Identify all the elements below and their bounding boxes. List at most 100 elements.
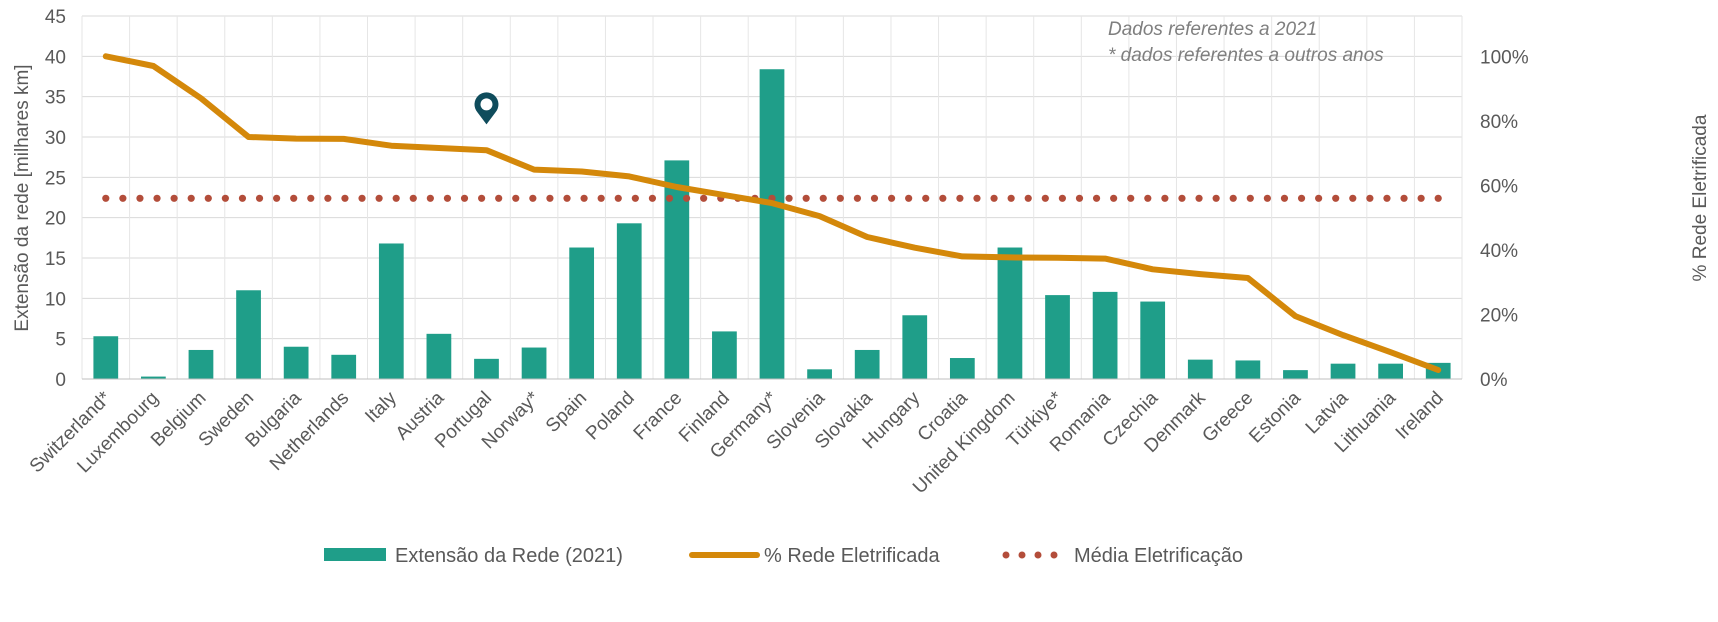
y-tick-label: 40 (45, 47, 66, 68)
bar (569, 247, 595, 379)
annotation-other-years: * dados referentes a outros anos (1108, 45, 1384, 66)
x-tick-label: Greece (1198, 388, 1257, 447)
bar (1235, 360, 1261, 379)
average-dot (1075, 194, 1084, 202)
bar (949, 358, 975, 379)
average-dot (853, 194, 862, 202)
average-dot (204, 194, 212, 202)
bar (1140, 301, 1166, 379)
average-dot (905, 194, 913, 202)
average-dot (546, 194, 554, 202)
y-tick-label: 5 (55, 330, 66, 351)
bar (664, 160, 690, 379)
average-dot (1332, 194, 1340, 202)
bar (1283, 370, 1308, 379)
average-dot (939, 194, 947, 202)
bar (1045, 295, 1070, 379)
average-dot (1280, 194, 1289, 202)
legend-label-dotted: Média Eletrificação (1074, 545, 1243, 567)
average-dot (341, 194, 349, 202)
average-dot (870, 194, 879, 202)
average-dot (1349, 194, 1357, 202)
bar (1092, 291, 1118, 379)
x-tick-label: Ireland (1392, 388, 1448, 444)
average-dot (597, 194, 605, 202)
y-tick-label: 10 (45, 289, 66, 310)
y-tick-label: 25 (45, 168, 66, 189)
bar (93, 336, 119, 379)
bar (1330, 363, 1356, 379)
average-dot (682, 194, 691, 202)
y-tick-label: 20 (45, 209, 66, 230)
average-dot (1246, 194, 1254, 202)
average-dot (426, 194, 434, 202)
electrified-line (102, 53, 1442, 373)
average-dot (836, 194, 844, 202)
average-dot (1400, 194, 1408, 202)
average-dot (1092, 194, 1101, 202)
bar (283, 346, 309, 379)
bar (807, 369, 832, 379)
average-dot (495, 194, 503, 202)
average-dot (1297, 194, 1306, 202)
legend-swatch-bars (324, 548, 386, 561)
legend-label-line: % Rede Eletrificada (764, 545, 941, 567)
bar (854, 349, 880, 379)
y-tick-label: 15 (45, 249, 66, 270)
average-dot (1434, 194, 1442, 202)
average-dot (1315, 194, 1323, 202)
average-dot (358, 194, 366, 202)
legend-swatch-dotted (1002, 551, 1058, 559)
bar (426, 333, 452, 379)
average-dot (614, 194, 622, 202)
bar (616, 223, 642, 379)
average-dot (460, 194, 469, 202)
average-dot (700, 194, 708, 202)
y2-tick-label: 20% (1480, 305, 1518, 326)
bar (997, 247, 1023, 379)
map-pin-icon (474, 92, 499, 125)
bar (1378, 363, 1403, 379)
average-dot (187, 194, 195, 202)
average-dot (375, 194, 383, 202)
average-dot (631, 194, 639, 202)
location-marker (474, 92, 499, 125)
x-tick-label: Poland (582, 388, 639, 445)
average-dot (392, 194, 400, 202)
average-dot (136, 194, 144, 202)
average-dot (1383, 194, 1391, 202)
legend-label-bars: Extensão da Rede (2021) (395, 545, 623, 567)
bar (759, 69, 785, 380)
x-tick-label: Italy (361, 387, 401, 427)
average-dotted-line (102, 194, 1442, 202)
bar (141, 376, 166, 379)
y-tick-label: 30 (45, 128, 66, 149)
average-dot (887, 194, 896, 202)
y2-tick-label: 60% (1480, 176, 1518, 197)
y-tick-label: 0 (55, 370, 66, 391)
average-dot (563, 194, 571, 202)
bar (902, 315, 928, 379)
average-dot (1178, 194, 1186, 202)
average-dot (785, 194, 793, 202)
average-dot (1041, 194, 1049, 202)
average-dot (990, 194, 998, 202)
average-dot (512, 194, 520, 202)
average-dot (1229, 194, 1237, 202)
average-dot (409, 194, 417, 202)
average-dot (478, 194, 486, 202)
average-dot (443, 194, 452, 202)
average-dot (273, 194, 281, 202)
average-dot (119, 194, 127, 202)
average-dot (648, 194, 657, 202)
bar (236, 290, 261, 379)
average-dot (1110, 194, 1118, 202)
average-dot (580, 194, 588, 202)
y2-tick-label: 0% (1480, 370, 1508, 391)
average-dot (1366, 194, 1374, 202)
bar-series (93, 69, 1451, 380)
average-dot (956, 194, 964, 202)
bar (712, 331, 737, 379)
